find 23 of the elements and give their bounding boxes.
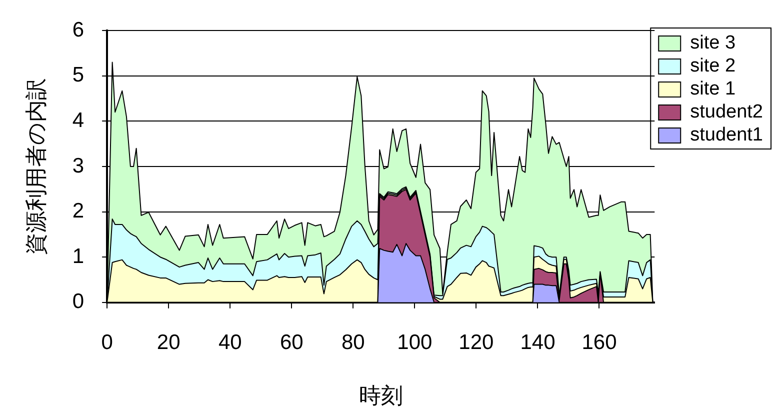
y-axis-title: 資源利用者の内訳 <box>23 78 48 255</box>
y-tick-label: 3 <box>72 154 84 178</box>
x-tick-label: 0 <box>101 330 113 354</box>
x-tick-label: 100 <box>397 330 432 354</box>
x-tick-label: 20 <box>156 330 180 354</box>
y-tick-label: 6 <box>72 18 84 42</box>
legend-label: site 3 <box>690 32 736 54</box>
legend-label: site 1 <box>690 78 736 100</box>
y-tick-label: 0 <box>72 290 84 314</box>
x-tick-label: 120 <box>458 330 494 354</box>
x-tick-label: 60 <box>280 330 304 354</box>
y-tick-label: 5 <box>72 64 84 87</box>
legend-label: site 2 <box>690 56 736 77</box>
x-tick-label: 140 <box>520 330 556 354</box>
x-tick-label: 160 <box>582 330 617 354</box>
legend-label: student2 <box>690 102 764 123</box>
x-tick-label: 80 <box>341 330 365 354</box>
x-axis-title: 時刻 <box>358 382 403 408</box>
y-tick-label: 1 <box>72 244 84 268</box>
y-tick-label: 2 <box>72 200 84 223</box>
legend-label: student1 <box>690 124 764 146</box>
x-tick-label: 40 <box>218 330 242 354</box>
y-tick-label: 4 <box>72 108 84 132</box>
